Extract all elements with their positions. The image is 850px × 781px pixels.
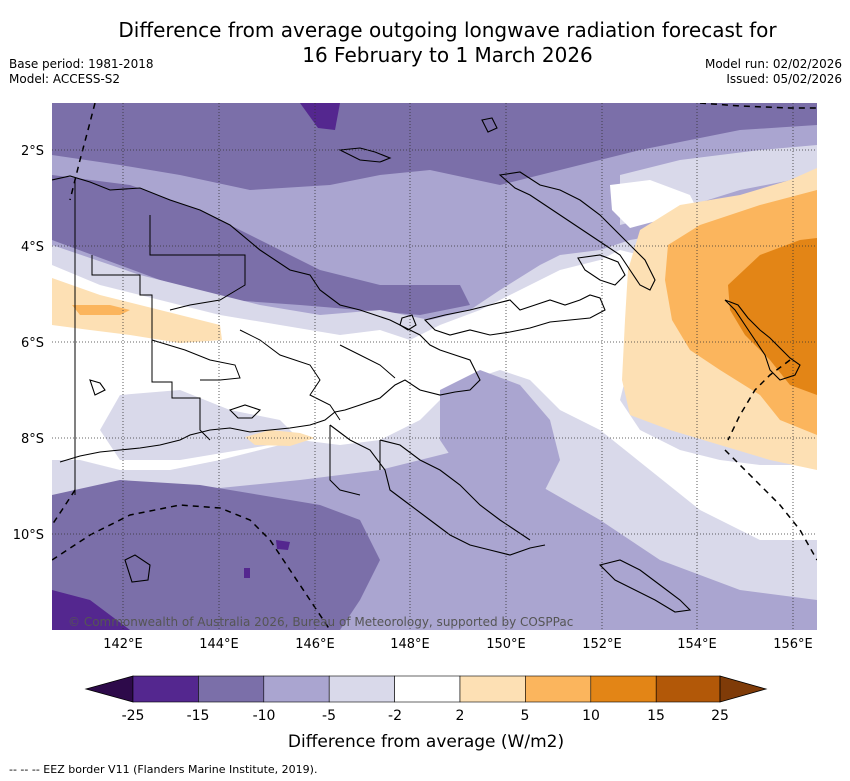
eez-footnote: -- -- -- EEZ border V11 (Flanders Marine… <box>9 763 318 776</box>
model-name: Model: ACCESS-S2 <box>9 72 121 86</box>
colorbar-segment <box>263 675 330 703</box>
lat-label: 10°S <box>13 528 44 543</box>
colorbar-tick: 2 <box>456 708 465 724</box>
lon-label: 150°E <box>486 637 526 652</box>
lon-label: 156°E <box>773 637 813 652</box>
lon-label: 148°E <box>390 637 430 652</box>
colorbar-segment <box>459 675 526 703</box>
colorbar-tick: 5 <box>521 708 530 724</box>
colorbar-extend-low <box>84 675 134 703</box>
colorbar-tick: 15 <box>647 708 665 724</box>
colorbar <box>84 675 768 703</box>
anomaly-gulf-patch <box>440 370 560 500</box>
metadata-right: Model run: 02/02/2026 Issued: 05/02/2026 <box>705 57 842 87</box>
colorbar-segment <box>525 675 592 703</box>
copyright-notice: © Commonwealth of Australia 2026, Bureau… <box>68 615 573 629</box>
anomaly-south-strong <box>52 590 130 630</box>
issued-date: Issued: 05/02/2026 <box>726 72 842 86</box>
lon-label: 144°E <box>199 637 239 652</box>
colorbar-segment <box>394 675 461 703</box>
colorbar-segment <box>655 675 721 703</box>
lat-label: 4°S <box>21 240 44 255</box>
anomaly-strong-patch <box>300 103 340 130</box>
lon-label: 154°E <box>677 637 717 652</box>
lon-label: 142°E <box>103 637 143 652</box>
colorbar-segment <box>328 675 395 703</box>
anomaly-south-band <box>52 480 380 630</box>
colorbar-tick: 25 <box>711 708 729 724</box>
gridlines <box>52 103 817 630</box>
colorbar-segment <box>198 675 265 703</box>
colorbar-segment <box>132 675 199 703</box>
coastlines <box>52 117 801 613</box>
anomaly-west-positive <box>52 278 222 343</box>
colorbar-ticks: -25 -15 -10 -5 -2 2 5 10 15 25 <box>122 708 729 724</box>
anomaly-north-band <box>52 103 817 190</box>
title-line-1: Difference from average outgoing longwav… <box>118 18 777 42</box>
chart-title: Difference from average outgoing longwav… <box>0 18 850 68</box>
colorbar-title: Difference from average (W/m2) <box>288 732 564 752</box>
anomaly-west-positive-mid <box>72 305 130 315</box>
colorbar-tick: -5 <box>322 708 336 724</box>
admin-borders <box>74 180 396 496</box>
anomaly-small-patch <box>276 540 290 550</box>
colorbar-segment <box>590 675 657 703</box>
anomaly-small-patch-2 <box>244 568 250 578</box>
lon-label: 152°E <box>582 637 622 652</box>
anomaly-positive-strong <box>728 238 817 395</box>
colorbar-tick: -10 <box>253 708 276 724</box>
colorbar-tick: -25 <box>122 708 145 724</box>
lat-label: 6°S <box>21 336 44 351</box>
colorbar-extend-high <box>719 675 768 703</box>
colorbar-tick: -15 <box>187 708 210 724</box>
anomaly-mainland-band <box>52 175 470 315</box>
model-run: Model run: 02/02/2026 <box>704 57 842 71</box>
metadata-left: Base period: 1981-2018 Model: ACCESS-S2 <box>9 57 154 87</box>
lat-label: 2°S <box>21 144 44 159</box>
eez-borders <box>52 103 817 630</box>
lat-label: 8°S <box>21 432 44 447</box>
colorbar-tick: 10 <box>582 708 600 724</box>
base-period: Base period: 1981-2018 <box>9 57 154 71</box>
colorbar-tick: -2 <box>388 708 402 724</box>
lon-label: 146°E <box>295 637 335 652</box>
lon-axis: 142°E 144°E 146°E 148°E 150°E 152°E 154°… <box>103 637 813 652</box>
map-panel: © Commonwealth of Australia 2026, Bureau… <box>52 103 817 630</box>
title-line-2: 16 February to 1 March 2026 <box>302 43 593 67</box>
lat-axis: 2°S 4°S 6°S 8°S 10°S <box>13 144 44 543</box>
